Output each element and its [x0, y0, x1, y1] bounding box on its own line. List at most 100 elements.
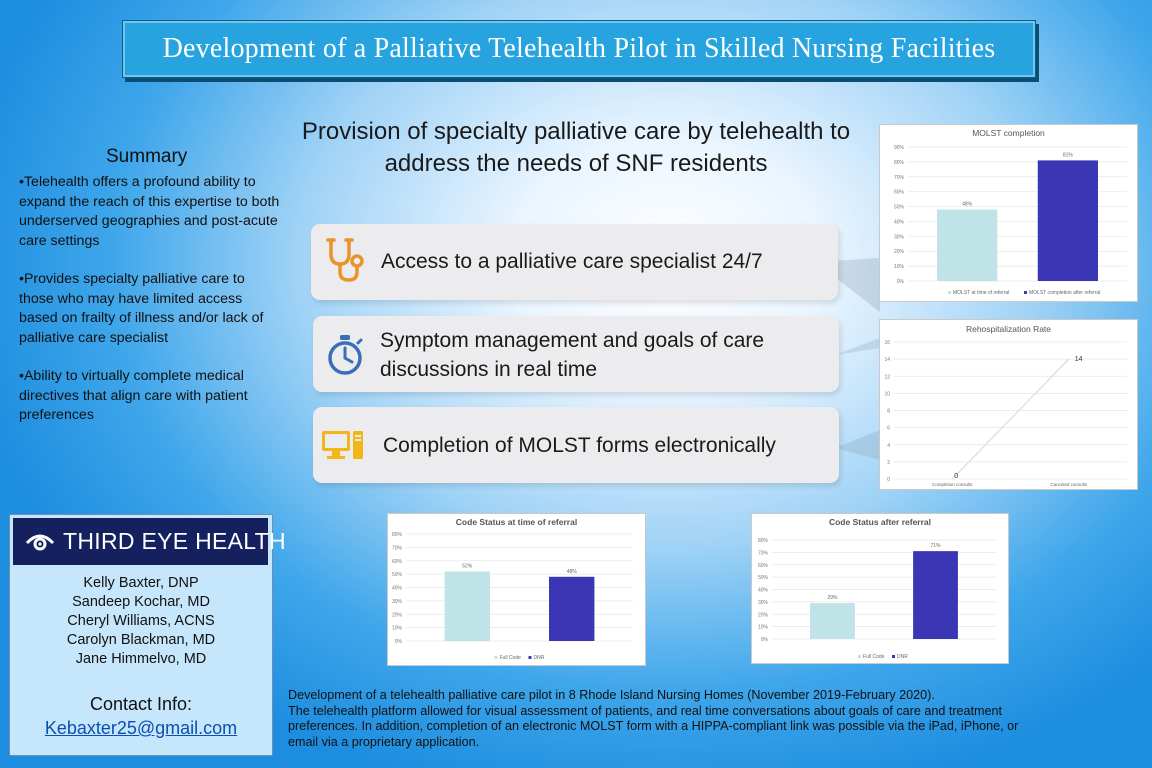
bar-dark: [549, 576, 595, 641]
chart-title: Code Status at time of referral: [456, 517, 577, 527]
y-tick-label: 20%: [894, 249, 905, 255]
chart-title: Code Status after referral: [829, 517, 931, 527]
y-tick-label: 50%: [758, 575, 769, 581]
description-line: Development of a telehealth palliative c…: [288, 688, 935, 702]
y-tick-label: 80%: [894, 160, 905, 166]
legend-swatch: [494, 656, 498, 659]
y-tick-label: 2: [887, 460, 890, 466]
summary-list: •Telehealth offers a profound ability to…: [19, 173, 281, 445]
molst-completion-chart: MOLST completion 0% 10% 20% 30% 40% 50% 60% 70% 8…: [879, 124, 1138, 302]
author-name: Sandeep Kochar, MD: [72, 594, 210, 610]
y-tick-label: 6: [887, 426, 890, 432]
y-tick-label: 30%: [392, 599, 403, 605]
legend-label: DNR: [534, 655, 545, 661]
author-name: Jane Himmelvo, MD: [75, 651, 207, 667]
author-name: Kelly Baxter, DNP: [83, 575, 199, 591]
molst-chart-svg: MOLST completion 0% 10% 20% 30% 40% 50% 60% 70% 8…: [894, 128, 1127, 296]
legend-label: Full Code: [500, 655, 522, 661]
y-tick-label: 0%: [395, 639, 403, 645]
data-label: 81%: [1063, 152, 1074, 158]
y-tick-label: 10%: [758, 625, 769, 631]
y-tick-label: 12: [884, 374, 890, 380]
data-label: 29%: [827, 595, 838, 601]
description-paragraph: The telehealth platform allowed for visu…: [288, 703, 1019, 749]
code-status-after-chart: Code Status after referral 0% 10% 20% 30% 40%…: [751, 513, 1009, 664]
data-label: 52%: [462, 563, 473, 569]
legend-swatch: [1024, 291, 1027, 294]
x-tick-label: Completion consults: [932, 482, 973, 487]
code-status-referral-chart: Code Status at time of referral 0% 10% 20% 3…: [387, 513, 646, 666]
y-tick-label: 80%: [758, 538, 769, 544]
ray-forms: [835, 430, 880, 460]
feature-card-symptom: Symptom management and goals of care dis…: [313, 316, 839, 392]
feature-text-access: Access to a palliative care specialist 2…: [381, 250, 763, 273]
bar-light: [937, 209, 998, 281]
eye-icon: [25, 531, 55, 553]
rehospitalization-chart: Rehospitalization Rate 0 2 4 6 8 10 12 14 16 0 Comp…: [879, 319, 1138, 490]
data-label: 0: [954, 473, 958, 480]
y-tick-label: 60%: [894, 190, 905, 196]
organization-card: THIRD EYE HEALTH Kelly Baxter, DNP Sande…: [9, 514, 286, 756]
summary-bullet: •Ability to virtually complete medical d…: [19, 368, 248, 423]
y-tick-label: 0%: [897, 279, 905, 285]
y-tick-label: 40%: [894, 219, 905, 225]
bar-dark: [913, 551, 958, 639]
code-after-chart-svg: Code Status after referral 0% 10% 20% 30% 40%…: [758, 517, 996, 660]
y-tick-label: 20%: [758, 612, 769, 618]
legend-label: MOLST completion after referral: [1029, 290, 1100, 296]
author-name: Carolyn Blackman, MD: [66, 632, 216, 648]
y-tick-label: 16: [884, 340, 890, 346]
ray-rehosp: [835, 338, 880, 355]
y-tick-label: 50%: [392, 572, 403, 578]
series-line: [951, 358, 1070, 480]
feature-card-access: Access to a palliative care specialist 2…: [311, 224, 838, 300]
feature-card-molst: Completion of MOLST forms electronically: [313, 407, 839, 483]
logo-text: THIRD EYE HEALTH: [63, 528, 286, 554]
y-tick-label: 8: [887, 409, 890, 415]
summary-heading: Summary: [106, 146, 188, 167]
y-tick-label: 0%: [761, 637, 769, 643]
x-tick-label: Canceled consults: [1050, 482, 1088, 487]
summary-bullet: •Provides specialty palliative care to t…: [19, 271, 264, 346]
legend-label: MOLST at time of referral: [953, 290, 1009, 296]
y-tick-label: 60%: [758, 563, 769, 569]
rehosp-chart-svg: Rehospitalization Rate 0 2 4 6 8 10 12 14 16 0 Comp…: [884, 324, 1127, 487]
contact-label: Contact Info:: [89, 694, 193, 714]
y-tick-label: 90%: [894, 145, 905, 151]
legend-swatch: [528, 656, 532, 659]
contact-email-link[interactable]: Kebaxter25@gmail.com: [44, 718, 238, 738]
y-tick-label: 10: [884, 391, 890, 397]
summary-bullet: •Telehealth offers a profound ability to…: [19, 174, 280, 249]
study-description: Development of a telehealth palliative c…: [288, 688, 1048, 750]
legend-label: DNR: [897, 654, 908, 660]
data-label: 48%: [962, 202, 973, 208]
logo: THIRD EYE HEALTH: [13, 518, 286, 565]
data-label: 48%: [567, 569, 578, 575]
poster-title: Development of a Palliative Telehealth P…: [162, 33, 996, 64]
y-tick-label: 14: [884, 357, 890, 363]
bar-dark: [1037, 160, 1098, 281]
y-tick-label: 70%: [758, 550, 769, 556]
subtitle: Provision of specialty palliative care b…: [301, 118, 851, 177]
legend-label: Full Code: [863, 654, 885, 660]
y-tick-label: 20%: [392, 612, 403, 618]
data-label: 14: [1075, 356, 1083, 363]
y-tick-label: 40%: [392, 586, 403, 592]
y-tick-label: 70%: [392, 545, 403, 551]
stethoscope-icon: [323, 236, 367, 289]
code-referral-chart-svg: Code Status at time of referral 0% 10% 20% 3…: [392, 517, 633, 661]
y-tick-label: 10%: [894, 264, 905, 270]
bar-light: [810, 603, 855, 639]
y-tick-label: 30%: [894, 234, 905, 240]
legend-swatch: [948, 291, 951, 294]
y-tick-label: 10%: [392, 626, 403, 632]
y-tick-label: 4: [887, 443, 890, 449]
title-banner: Development of a Palliative Telehealth P…: [122, 20, 1036, 78]
authors-list: Kelly Baxter, DNP Sandeep Kochar, MD Che…: [10, 574, 272, 669]
author-name: Cheryl Williams, ACNS: [67, 613, 215, 629]
y-tick-label: 70%: [894, 175, 905, 181]
feature-text-molst: Completion of MOLST forms electronically: [383, 434, 776, 457]
feature-text-symptom: Symptom management and goals of care dis…: [380, 329, 765, 381]
chart-title: MOLST completion: [972, 128, 1045, 138]
data-label: 71%: [931, 543, 942, 549]
